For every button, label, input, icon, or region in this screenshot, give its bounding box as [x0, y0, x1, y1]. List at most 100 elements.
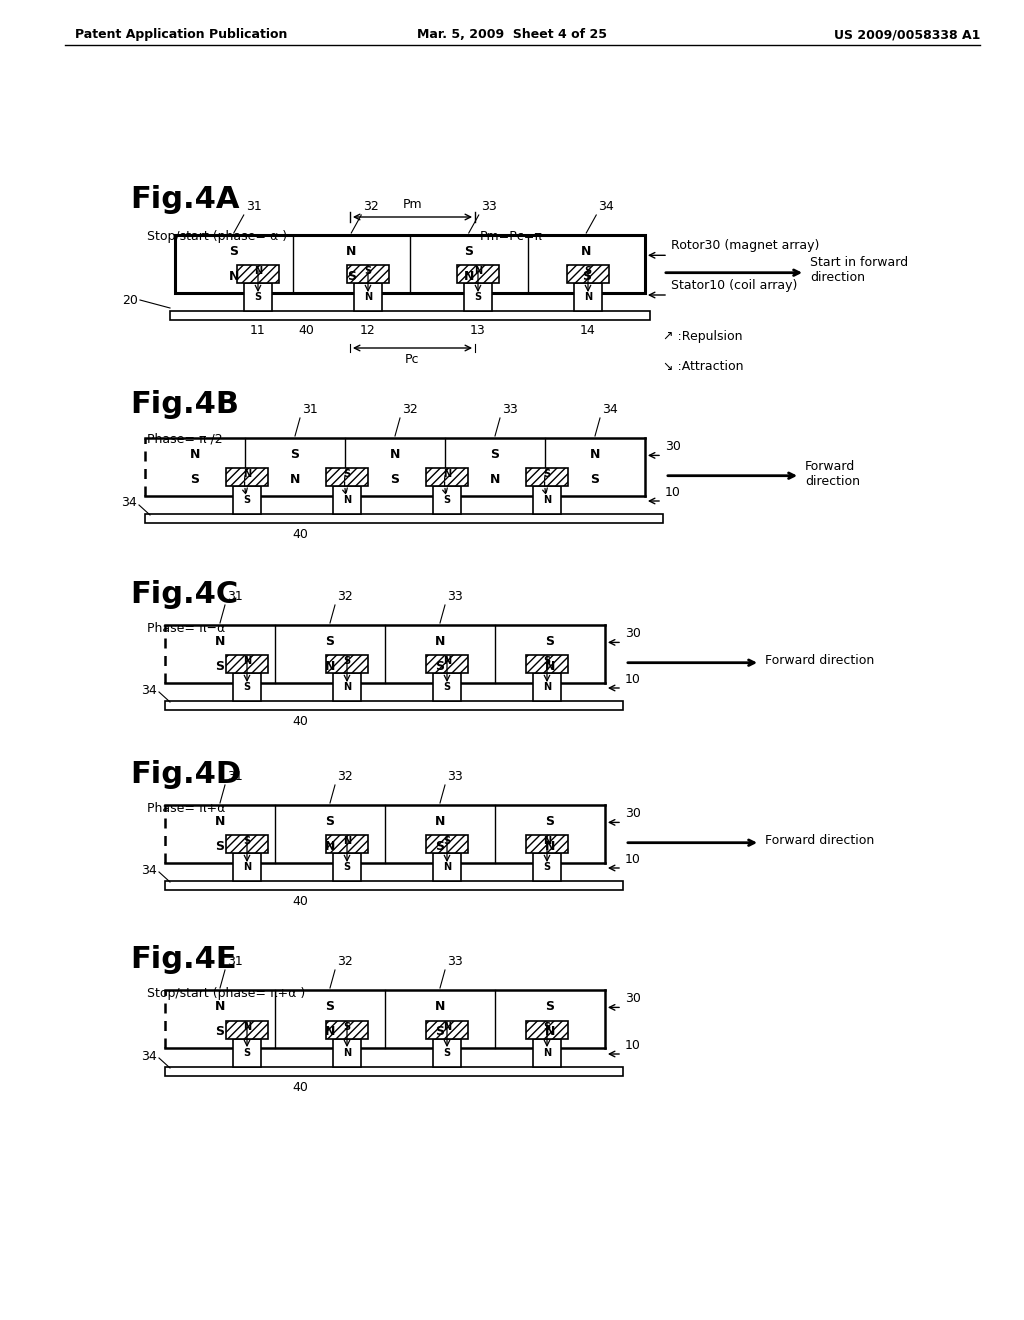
Bar	[226, 655, 268, 673]
Text: N: N	[584, 292, 592, 302]
Bar	[526, 836, 568, 853]
Text: S: S	[435, 1026, 444, 1039]
Bar	[175, 235, 645, 293]
Bar	[226, 469, 268, 486]
Text: Fig.4A: Fig.4A	[130, 185, 240, 214]
Text: S: S	[443, 837, 451, 846]
Bar	[534, 1039, 561, 1067]
Text: S: S	[326, 814, 335, 828]
Bar	[433, 853, 461, 880]
Text: N: N	[545, 841, 555, 853]
Text: S: S	[443, 1048, 451, 1059]
Text: Rotor30 (magnet array): Rotor30 (magnet array)	[671, 239, 819, 252]
Text: S: S	[544, 470, 551, 479]
Text: S: S	[546, 814, 555, 828]
Text: 12: 12	[360, 323, 376, 337]
Bar	[165, 701, 623, 710]
Text: 31: 31	[302, 403, 317, 416]
Bar	[526, 1020, 568, 1039]
Text: S: S	[215, 1026, 224, 1039]
Text: Forward direction: Forward direction	[765, 655, 874, 667]
Text: 32: 32	[337, 590, 352, 603]
Text: 40: 40	[292, 1081, 308, 1094]
Text: 32: 32	[364, 201, 379, 213]
Text: Phase= π−α: Phase= π−α	[147, 622, 225, 635]
Text: 30: 30	[625, 993, 641, 1006]
Text: 40: 40	[292, 528, 308, 541]
Bar	[333, 673, 361, 701]
Text: N: N	[290, 474, 300, 486]
Text: N: N	[443, 1022, 451, 1032]
Bar	[170, 312, 650, 319]
Text: Stop/start (phase= α ): Stop/start (phase= α )	[147, 230, 287, 243]
Text: S: S	[365, 267, 372, 276]
Text: 33: 33	[480, 201, 497, 213]
Text: S: S	[546, 999, 555, 1012]
Text: S: S	[582, 271, 591, 284]
Text: N: N	[243, 1022, 251, 1032]
Text: 10: 10	[665, 486, 681, 499]
Text: N: N	[364, 292, 372, 302]
Text: Start in forward
direction: Start in forward direction	[810, 256, 908, 284]
Text: N: N	[443, 656, 451, 667]
Text: 34: 34	[141, 863, 157, 876]
Text: 31: 31	[227, 954, 243, 968]
Text: Forward direction: Forward direction	[765, 834, 874, 847]
Text: S: S	[591, 474, 599, 486]
Text: 33: 33	[447, 954, 463, 968]
Text: 13: 13	[470, 323, 485, 337]
Text: S: S	[291, 447, 299, 461]
Text: Phase= π /2: Phase= π /2	[147, 432, 222, 445]
Text: Patent Application Publication: Patent Application Publication	[75, 28, 288, 41]
Text: N: N	[435, 635, 445, 648]
Text: S: S	[244, 1048, 251, 1059]
Bar	[326, 836, 368, 853]
Text: N: N	[443, 470, 451, 479]
Text: 33: 33	[447, 590, 463, 603]
Text: N: N	[254, 267, 262, 276]
Text: 31: 31	[246, 201, 261, 213]
Text: 32: 32	[337, 954, 352, 968]
Bar	[426, 655, 468, 673]
Text: 10: 10	[625, 853, 641, 866]
Bar	[354, 282, 382, 312]
Text: 34: 34	[141, 1049, 157, 1063]
Text: 20: 20	[122, 293, 138, 306]
Bar	[426, 836, 468, 853]
Text: S: S	[544, 862, 551, 873]
Bar	[233, 1039, 261, 1067]
Text: 10: 10	[625, 673, 641, 686]
Text: N: N	[464, 271, 474, 284]
Text: S: S	[390, 474, 399, 486]
Bar	[433, 673, 461, 701]
Text: N: N	[215, 999, 225, 1012]
Text: S: S	[326, 999, 335, 1012]
Text: 34: 34	[121, 496, 137, 510]
Text: S: S	[585, 267, 592, 276]
Bar	[165, 805, 605, 863]
Text: 34: 34	[602, 403, 617, 416]
Text: N: N	[343, 682, 351, 692]
Text: S: S	[244, 495, 251, 506]
Bar	[333, 486, 361, 513]
Text: N: N	[443, 862, 451, 873]
Text: 34: 34	[141, 684, 157, 697]
Text: N: N	[543, 495, 551, 506]
Text: S: S	[490, 447, 500, 461]
Text: S: S	[435, 660, 444, 673]
Text: 40: 40	[298, 323, 314, 337]
Bar	[145, 513, 663, 523]
Text: S: S	[546, 635, 555, 648]
Bar	[165, 1067, 623, 1076]
Bar	[226, 836, 268, 853]
Text: Fig.4E: Fig.4E	[130, 945, 237, 974]
Text: N: N	[228, 271, 239, 284]
Bar	[457, 265, 499, 282]
Text: Stator10 (coil array): Stator10 (coil array)	[671, 279, 798, 292]
Text: N: N	[435, 814, 445, 828]
Text: 32: 32	[337, 770, 352, 783]
Bar	[326, 655, 368, 673]
Text: 11: 11	[250, 323, 266, 337]
Text: 40: 40	[292, 715, 308, 729]
Text: N: N	[545, 660, 555, 673]
